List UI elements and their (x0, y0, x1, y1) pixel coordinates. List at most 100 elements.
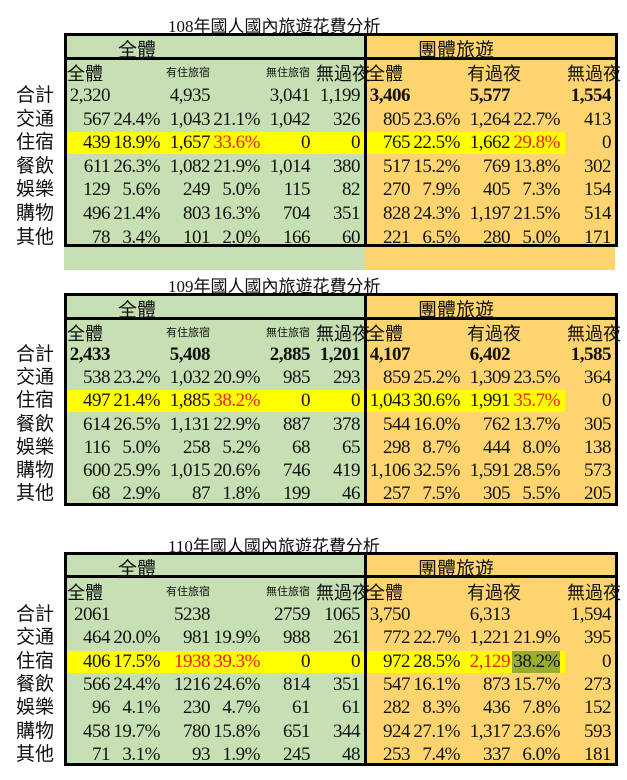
cell-g-stay: 93 (192, 743, 211, 765)
cell-g-all: 129 (83, 179, 111, 201)
cell-o-all-pct: 8.7% (422, 436, 460, 458)
cell-o-noover: 154 (584, 179, 612, 201)
row-label: 交通 (16, 367, 55, 389)
row-label: 其他 (16, 483, 55, 505)
cell-g-all: 538 (83, 367, 111, 389)
row-label: 餐飲 (16, 673, 55, 695)
sub-header-o-over: 有過夜 (467, 324, 521, 344)
cell-g-stay: 87 (192, 483, 211, 505)
cell-o-noover: 573 (584, 460, 612, 481)
sub-header-g-nostay: 無住旅宿 (266, 586, 310, 598)
cell-o-all-pct: 8.3% (422, 697, 460, 719)
cell-o-over-pct: 15.7% (513, 673, 560, 695)
cell-g-noover: 61 (342, 697, 361, 719)
cell-g-all: 2,320 (69, 85, 111, 106)
cell-o-over: 337 (483, 743, 511, 765)
cell-g-stay-pct: 21.1% (213, 108, 260, 130)
cell-g-noover: 351 (333, 673, 361, 695)
sub-header-o-noover: 無過夜 (567, 583, 621, 603)
cell-g-noover: 293 (333, 367, 361, 389)
cell-g-stay: 981 (183, 627, 211, 649)
cell-g-all-pct: 23.2% (113, 367, 160, 389)
cell-o-over: 6,402 (469, 344, 511, 365)
cell-g-stay: 1,885 (169, 390, 211, 412)
cell-g-stay-pct: 15.8% (213, 720, 260, 742)
cell-o-noover: 205 (584, 483, 612, 505)
cell-o-over: 1,591 (469, 460, 511, 481)
sub-header-g-nostay: 無住旅宿 (266, 67, 310, 79)
cell-g-stay-pct: 24.6% (213, 673, 260, 695)
cell-g-nostay: 2,885 (269, 344, 311, 365)
cell-g-noover: 0 (351, 132, 361, 154)
row-label: 住宿 (16, 132, 55, 154)
cell-o-noover: 171 (584, 226, 612, 248)
cell-g-nostay: 3,041 (269, 85, 311, 106)
cell-o-all-pct: 25.2% (413, 367, 460, 389)
cell-o-over: 769 (483, 155, 511, 177)
group-header-group-tour: 團體旅遊 (418, 300, 495, 321)
cell-g-stay-pct: 20.9% (213, 367, 260, 389)
cell-g-noover: 0 (351, 390, 361, 412)
cell-g-stay: 1,131 (169, 413, 211, 435)
cell-o-noover: 1,594 (570, 604, 612, 625)
cell-g-nostay: 61 (292, 697, 311, 719)
cell-o-over: 444 (483, 436, 511, 458)
cell-o-over-pct: 22.7% (513, 108, 560, 130)
row-label: 其他 (16, 743, 55, 765)
cell-g-stay-pct: 5.0% (222, 179, 260, 201)
table-title: 110年國人國內旅遊花費分析 (168, 537, 380, 556)
cell-g-stay: 4,935 (169, 85, 211, 106)
sub-header-g-noover: 無過夜 (316, 583, 370, 603)
cell-g-stay: 1,082 (169, 155, 211, 177)
cell-o-noover: 593 (584, 720, 612, 742)
cell-g-all: 464 (83, 627, 111, 649)
cell-g-all-pct: 21.4% (113, 390, 160, 412)
cell-g-stay-pct: 19.9% (213, 627, 260, 649)
cell-g-stay: 803 (183, 203, 211, 224)
cell-o-all: 924 (383, 720, 411, 742)
group-header-overall: 全體 (118, 300, 157, 321)
sub-header-g-stay: 有住旅宿 (166, 327, 210, 339)
cell-g-all-pct: 5.6% (122, 179, 160, 201)
table-border (64, 33, 618, 247)
cell-o-over-pct: 13.8% (513, 155, 560, 177)
cell-o-all-pct: 7.5% (422, 483, 460, 505)
row-label: 其他 (16, 226, 55, 248)
cell-o-over-pct: 23.6% (513, 720, 560, 742)
cell-o-all: 547 (383, 673, 411, 695)
cell-o-over: 1,197 (469, 203, 511, 224)
cell-o-noover: 1,585 (570, 344, 612, 365)
cell-g-noover: 1,201 (319, 344, 361, 365)
cell-o-noover: 273 (584, 673, 612, 695)
cell-o-over-pct: 23.5% (513, 367, 560, 389)
cell-g-nostay: 199 (283, 483, 311, 505)
group-divider (364, 552, 367, 766)
cell-o-over: 5,577 (469, 85, 511, 106)
cell-o-over: 280 (483, 226, 511, 248)
cell-o-noover: 302 (584, 155, 612, 177)
sub-header-g-all: 全體 (67, 583, 103, 603)
cell-o-all-pct: 24.3% (413, 203, 460, 224)
cell-g-all: 116 (83, 436, 111, 458)
cell-g-noover: 48 (342, 743, 361, 765)
cell-g-noover: 261 (333, 627, 361, 649)
cell-g-all-pct: 19.7% (113, 720, 160, 742)
cell-g-all-pct: 26.3% (113, 155, 160, 177)
cell-g-nostay: 985 (283, 367, 311, 389)
cell-g-all-pct: 24.4% (113, 673, 160, 695)
cell-g-all-pct: 3.1% (122, 743, 160, 765)
cell-g-nostay: 0 (301, 132, 311, 154)
cell-o-all: 765 (383, 132, 411, 154)
cell-g-noover: 378 (333, 413, 361, 435)
cell-g-nostay: 68 (292, 436, 311, 458)
cell-o-noover: 138 (584, 436, 612, 458)
highlight-row-right (367, 132, 565, 155)
cell-g-stay: 230 (183, 697, 211, 719)
cell-g-all: 566 (83, 673, 111, 695)
group-header-overall: 全體 (118, 559, 157, 580)
cell-o-all-pct: 7.4% (422, 743, 460, 765)
sub-header-g-noover: 無過夜 (316, 64, 370, 84)
cell-g-nostay: 245 (283, 743, 311, 765)
cell-o-noover: 0 (602, 390, 612, 412)
cell-o-all-pct: 16.0% (413, 413, 460, 435)
